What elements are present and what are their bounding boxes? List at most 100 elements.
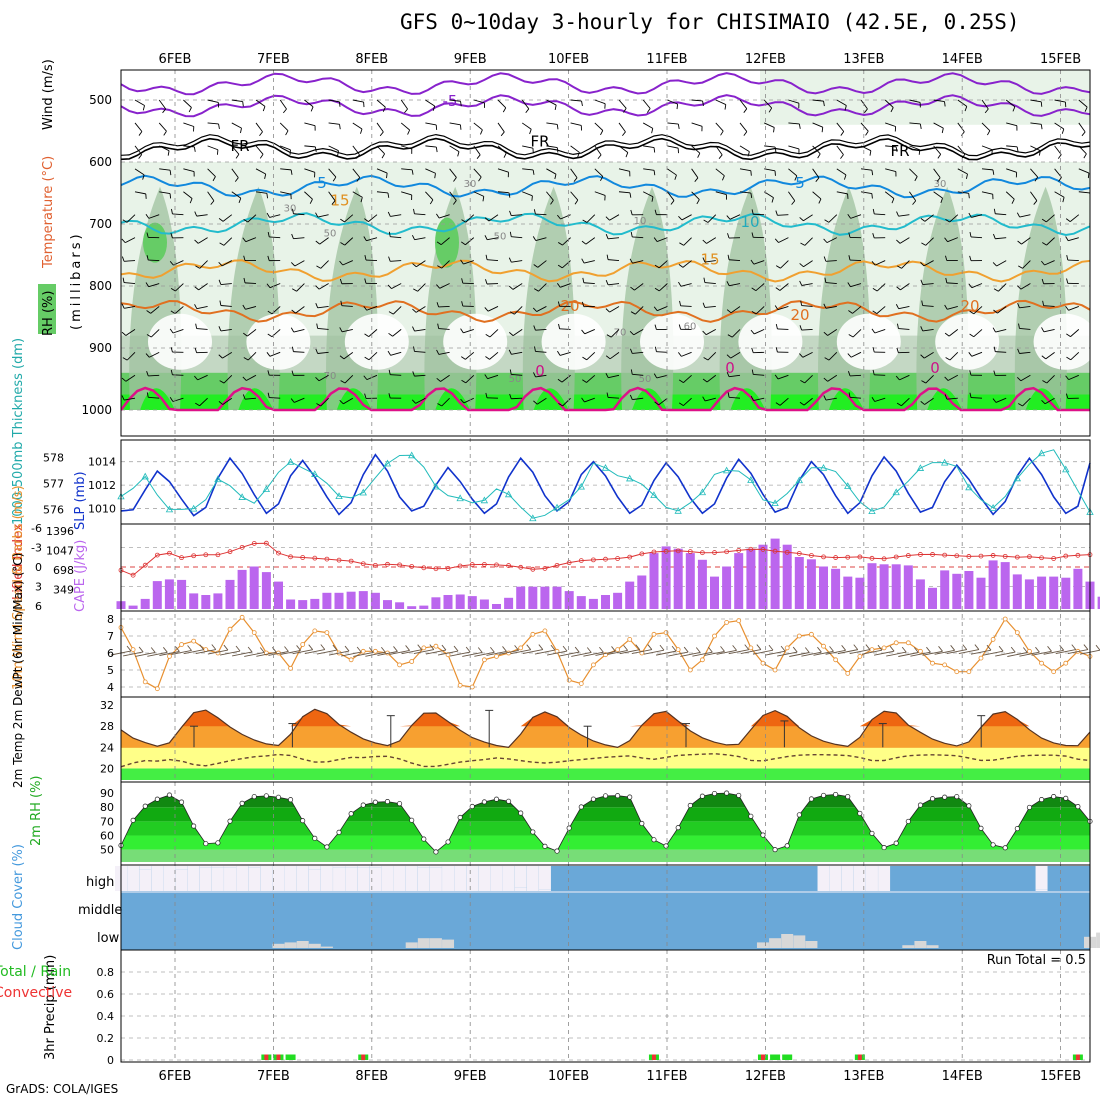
wind-barb <box>175 646 180 652</box>
rh-point <box>348 811 354 817</box>
thickness-point <box>747 476 755 483</box>
wind-barb <box>574 199 579 205</box>
lifted-index-point <box>239 544 245 550</box>
wind-barb <box>125 374 136 382</box>
lifted-index-point <box>506 563 512 568</box>
cape-bar <box>189 593 199 609</box>
wind-barb <box>142 105 145 111</box>
wind-barb <box>320 397 329 407</box>
contour-label: 20 <box>560 297 579 315</box>
cape-bar <box>455 594 465 609</box>
wind-barb <box>169 328 174 334</box>
wind-barb <box>159 145 170 152</box>
wind-barb <box>247 352 257 361</box>
rh-point <box>542 843 548 849</box>
wind-barb <box>946 282 958 284</box>
wind-barb <box>720 646 725 652</box>
wind-barb <box>247 646 253 653</box>
wind-barb <box>414 350 426 353</box>
cloud-high-bar <box>429 867 442 891</box>
wind-barb <box>218 401 224 405</box>
wind-barb <box>889 645 895 652</box>
rh-point <box>215 840 221 846</box>
cloud-high-gap <box>211 866 224 868</box>
wind-barb <box>877 644 883 651</box>
rh-point <box>760 832 766 838</box>
cloud-high-bar <box>514 887 527 891</box>
cloud-high-bar <box>139 869 152 891</box>
wind-barb <box>923 260 934 267</box>
wind-speed-point <box>409 659 415 664</box>
wind-barb <box>194 239 199 244</box>
wind-barb <box>264 173 267 179</box>
thickness-point <box>190 504 198 512</box>
cape-tick: 1396 <box>46 525 74 538</box>
cape-bar <box>274 581 283 609</box>
wind-barb <box>339 327 343 333</box>
contour-label: 5 <box>795 174 805 192</box>
wind-barb <box>643 649 665 655</box>
wind-barb <box>368 329 378 337</box>
wind-speed-point <box>300 642 306 647</box>
wind-barb <box>1046 374 1055 384</box>
wind-barb <box>1068 237 1079 242</box>
wind-tick: 8 <box>107 613 114 626</box>
wind-barb <box>739 191 751 194</box>
wind-barb <box>425 191 434 201</box>
wind-barb <box>413 208 415 214</box>
temperature-contour <box>121 259 1090 283</box>
wind-barb <box>363 305 368 311</box>
wind-barb <box>703 357 709 361</box>
wind-barb <box>891 198 895 204</box>
wind-barb <box>837 649 858 655</box>
wind-barb <box>521 99 530 110</box>
wind-barb <box>122 357 128 361</box>
wind-barb <box>764 650 786 656</box>
cape-bar <box>552 586 562 609</box>
wind-barb <box>828 214 838 223</box>
li-tick: 3 <box>35 581 42 594</box>
wind-barb <box>328 145 339 152</box>
lifted-index-point <box>918 552 923 557</box>
wind-speed-point <box>348 657 354 663</box>
wind-barb <box>529 129 532 135</box>
wind-barb <box>123 260 136 262</box>
cape-bar <box>915 579 925 609</box>
cape-bar <box>928 587 937 609</box>
wind-barb <box>947 306 958 310</box>
wind-barb <box>484 217 490 222</box>
cloud-high-bar <box>490 881 503 891</box>
wind-barb <box>595 650 616 656</box>
wind-barb <box>485 254 488 260</box>
wind-barb <box>316 323 319 329</box>
date-label-top: 15FEB <box>1040 52 1081 67</box>
wind-barb <box>416 260 426 268</box>
rh-point <box>566 825 572 831</box>
wind-barb <box>1006 122 1017 127</box>
lifted-index-point <box>566 560 572 566</box>
thickness-point <box>504 490 513 498</box>
wind-barb <box>269 283 281 289</box>
wind-barb <box>586 374 596 383</box>
thickness-line <box>120 449 1091 519</box>
wind-barb <box>957 168 968 175</box>
wind-barb <box>739 122 748 132</box>
rh-tick: 50 <box>100 844 114 857</box>
wind-barb <box>1016 212 1021 218</box>
wind-barb <box>341 651 362 657</box>
thickness-point <box>795 476 803 484</box>
wind-barb <box>610 329 620 338</box>
wind-barb <box>556 124 559 130</box>
wind-barb <box>1019 327 1031 330</box>
wind-speed-point <box>615 647 621 652</box>
wind-barb <box>581 397 585 403</box>
cloud-high-bar <box>272 866 285 891</box>
wind-barb <box>594 168 604 177</box>
wind-barb <box>993 288 999 292</box>
date-label-bottom: 13FEB <box>843 1069 884 1084</box>
wind-barb <box>316 649 338 655</box>
thickness-point <box>529 514 537 522</box>
wind-barb <box>594 191 606 196</box>
wind-barb <box>1018 403 1023 407</box>
wind-barb <box>485 334 491 338</box>
